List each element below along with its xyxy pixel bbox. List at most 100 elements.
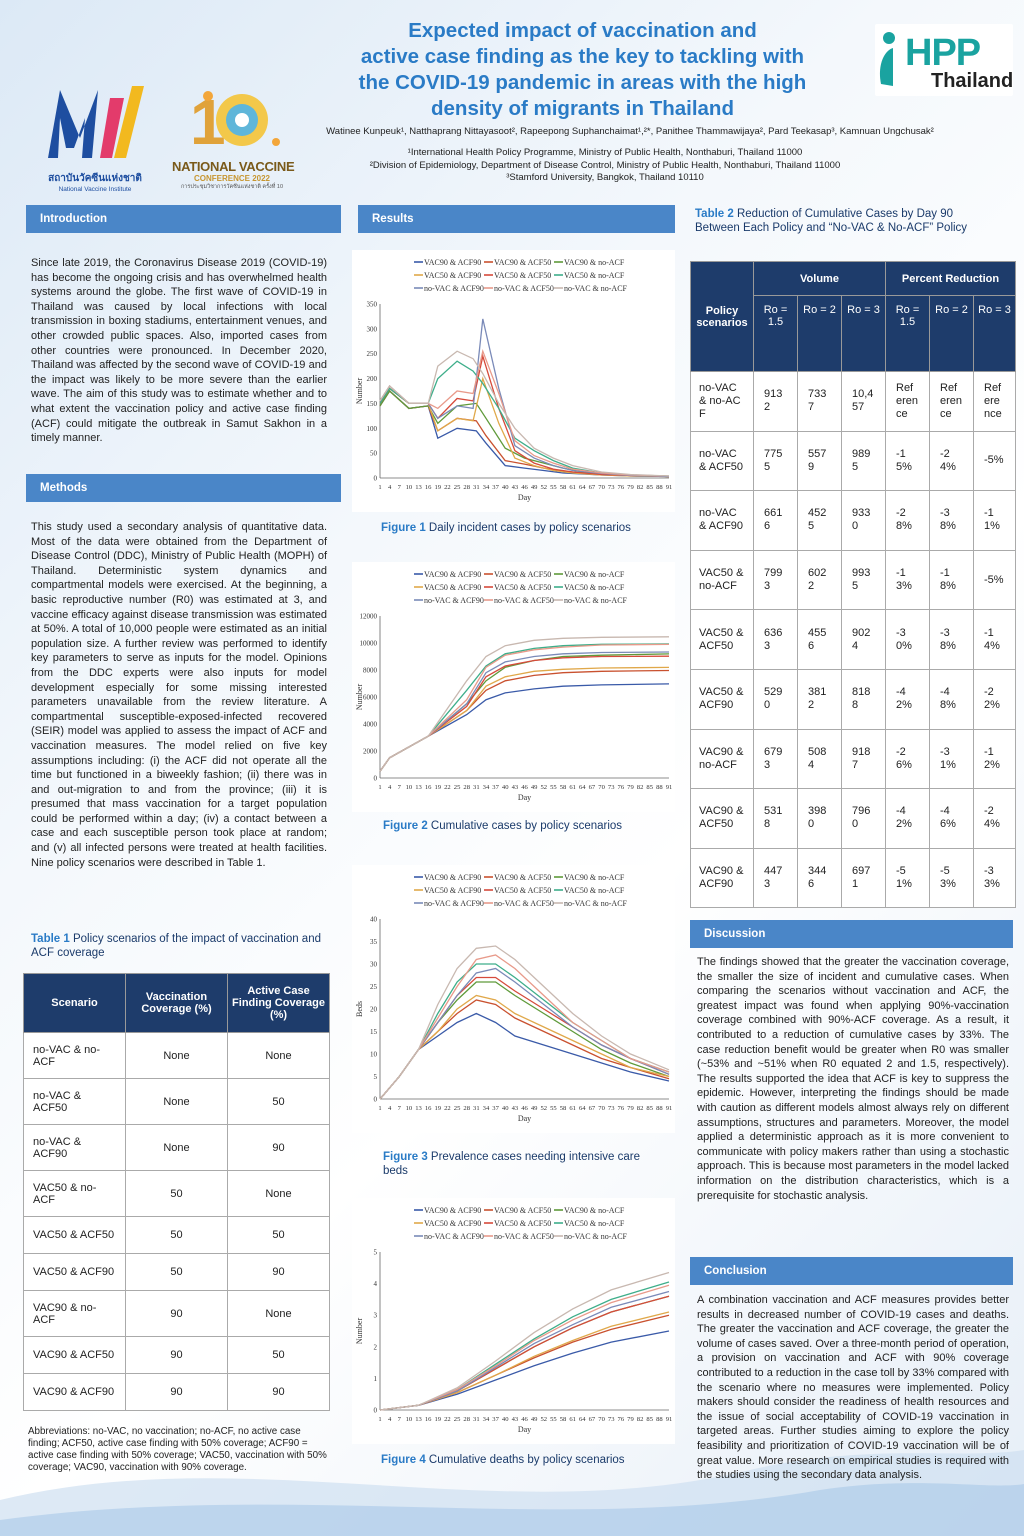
legend-label: VAC50 & ACF50 [494,271,551,280]
x-tick-label: 82 [637,1416,644,1423]
legend-item: no-VAC & ACF90 [414,1232,484,1241]
table1-caption-text: Policy scenarios of the impact of vaccin… [31,933,321,959]
authors: Watinee Kunpeuk¹, Natthaprang Nittayasoo… [326,126,934,137]
x-tick-label: 85 [646,784,653,791]
table2-cell: 3980 [797,788,842,849]
series-line [379,636,670,772]
y-tick-label: 0 [374,775,378,783]
x-tick-label: 22 [444,784,451,791]
legend-item: VAC90 & ACF90 [414,873,481,882]
x-tick-label: 19 [435,1416,442,1423]
x-tick-label: 1 [378,484,381,491]
x-tick-label: 73 [608,1105,615,1112]
table1-cell: no-VAC & ACF50 [23,1078,126,1125]
conference-logo-title: NATIONAL VACCINE [172,159,295,174]
x-tick-label: 67 [589,484,596,491]
table2-header-percent: Percent Reduction [885,261,1016,296]
legend-item: no-VAC & ACF50 [484,1232,554,1241]
series-line [379,360,670,477]
x-tick-label: 4 [388,1416,392,1423]
table2-cell: 3812 [797,668,842,730]
x-tick-label: 28 [463,1105,470,1112]
conclusion-heading: Conclusion [690,1257,1013,1285]
discussion-heading: Discussion [690,920,1013,948]
table2-cell: -53% [929,847,974,909]
x-tick-label: 55 [550,1416,557,1423]
x-tick-label: 52 [540,1105,547,1112]
x-tick-label: 70 [598,484,605,491]
methods-heading: Methods [26,474,341,502]
y-tick-label: 2 [374,1343,378,1351]
legend-label: VAC50 & no-ACF [564,886,625,895]
table1-cell: 90 [125,1336,228,1374]
table2-cell: no-VAC & ACF90 [690,490,754,551]
table2-subheader: Ro = 1.5 [885,295,930,372]
x-tick-label: 40 [502,1105,509,1112]
table2-cell: 9024 [841,609,886,670]
y-tick-label: 40 [370,916,378,924]
table2-subheader: Ro = 2 [929,295,974,372]
figure1-label: Figure 1 [381,522,426,534]
x-tick-label: 31 [473,784,480,791]
legend-label: VAC50 & ACF90 [424,1219,481,1228]
table2-cell: -28% [885,490,930,551]
x-tick-label: 61 [569,484,576,491]
table1-header: Vaccination Coverage (%) [125,973,228,1033]
legend-item: VAC90 & ACF50 [484,873,551,882]
table2-cell: -24% [973,788,1016,849]
table2-row: no-VAC & no-ACF 9132 7337 10,457 Reference Re… [690,371,1016,432]
series-line [379,967,670,1100]
x-tick-label: 91 [666,1416,673,1423]
table1-row: VAC50 & ACF50 50 50 [23,1216,330,1254]
figure2-text: Cumulative cases by policy scenarios [427,820,623,832]
x-tick-label: 43 [512,1105,519,1112]
x-tick-label: 22 [444,1416,451,1423]
x-tick-label: 7 [398,784,402,791]
table2-cell: -26% [885,728,930,790]
x-tick-label: 4 [388,784,392,791]
x-tick-label: 64 [579,784,586,791]
y-axis-label: Beds [355,1001,364,1017]
x-tick-label: 43 [512,784,519,791]
x-tick-label: 16 [425,1105,432,1112]
x-tick-label: 34 [483,1105,490,1112]
legend-label: VAC90 & ACF90 [424,873,481,882]
table2-cell: 6616 [753,490,798,551]
table2-subheader: Ro = 1.5 [753,295,798,372]
series-line [379,1295,670,1411]
table2-body: no-VAC & no-ACF 9132 7337 10,457 Reference Re… [690,371,1016,909]
table1-caption-label: Table 1 [31,933,70,945]
table1-cell: 90 [125,1373,228,1411]
table1-cell: VAC90 & ACF90 [23,1373,126,1411]
x-tick-label: 25 [454,484,461,491]
table2-cell: 5318 [753,788,798,849]
table1-cell: 50 [227,1216,330,1254]
ihpp-logo-sub: Thailand [931,70,1014,92]
series-line [379,1311,670,1411]
x-tick-label: 28 [463,1416,470,1423]
x-tick-label: 91 [666,484,673,491]
x-tick-label: 55 [550,484,557,491]
x-tick-label: 16 [425,484,432,491]
table2-caption-label: Table 2 [695,208,734,220]
x-tick-label: 79 [627,1105,634,1112]
figure2-chart: VAC90 & ACF90 VAC90 & ACF50 VAC90 & no-ACF… [355,570,672,802]
y-tick-label: 35 [370,938,378,946]
table2-cell: 4473 [753,847,798,909]
figure3-label: Figure 3 [383,1151,428,1163]
figure4-caption: Figure 4 Cumulative deaths by policy sce… [381,1453,671,1467]
legend-label: VAC90 & ACF90 [424,1206,481,1215]
x-tick-label: 82 [637,484,644,491]
legend-item: VAC50 & no-ACF [554,1219,625,1228]
x-tick-label: 70 [598,1105,605,1112]
table2-cell: VAC90 & ACF90 [690,847,754,909]
figure1-caption: Figure 1 Daily incident cases by policy … [381,521,671,535]
x-tick-label: 40 [502,1416,509,1423]
table2-cell: Reference [929,371,974,432]
figure1: VAC90 & ACF90 VAC90 & ACF50 VAC90 & no-ACF… [352,250,675,512]
methods-text: This study used a secondary analysis of … [31,521,327,869]
legend-label: VAC90 & ACF90 [424,570,481,579]
table2-cell: 10,457 [841,371,886,432]
table2-cell: -13% [885,549,930,611]
